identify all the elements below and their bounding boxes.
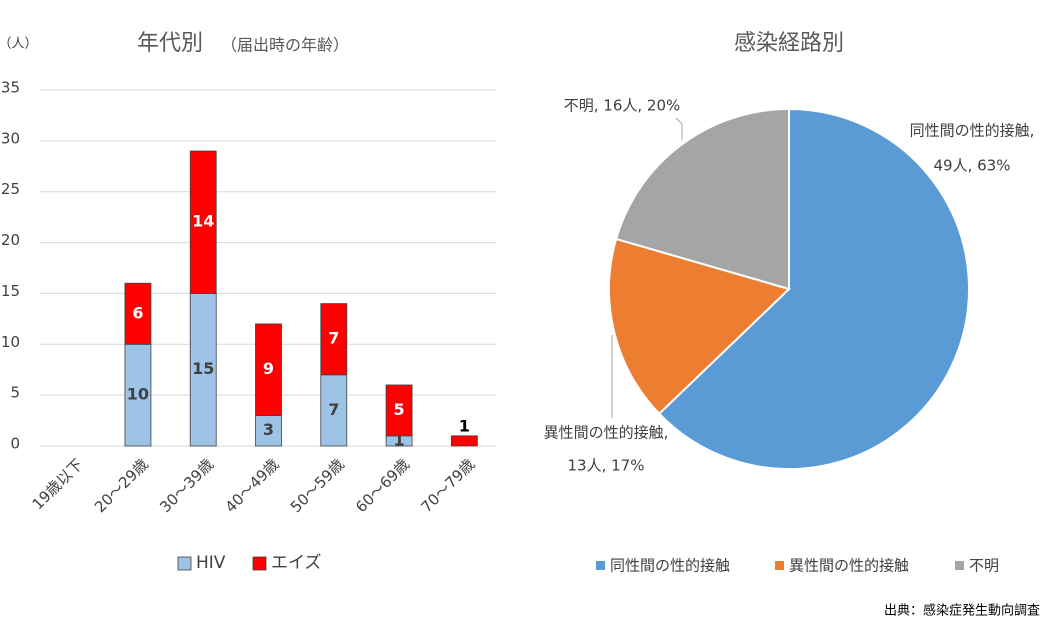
y-tick-label: 10 — [1, 333, 20, 351]
data-label: 不明, 16人, 20% — [564, 97, 681, 115]
data-label: 1 — [459, 416, 470, 435]
x-tick-label: 60～69歳 — [352, 455, 413, 516]
legend-swatch — [775, 561, 784, 570]
legend-label: 不明 — [969, 557, 999, 575]
data-label: 9 — [263, 359, 274, 378]
y-tick-label: 25 — [1, 180, 20, 198]
pie-slice — [608, 237, 791, 416]
legend-label: エイズ — [271, 553, 322, 573]
y-tick-label: 20 — [1, 231, 20, 249]
legend-label: 同性間の性的接触 — [610, 557, 730, 575]
bar-segment — [124, 343, 152, 447]
leader-line — [675, 117, 683, 140]
bar-segment — [385, 384, 413, 437]
chart-title: 感染経路別 — [734, 31, 844, 56]
data-label: 49人, 63% — [934, 157, 1011, 175]
data-label: 3 — [263, 420, 274, 439]
bar-segment — [450, 435, 478, 447]
source-note: 出典：感染症発生動向調査 — [884, 603, 1040, 619]
pie-slice — [657, 107, 970, 470]
chart-title: 年代別 — [137, 31, 203, 56]
data-label: 同性間の性的接触, — [910, 122, 1035, 140]
legend-swatch — [177, 556, 192, 571]
data-label: 異性間の性的接触, — [544, 424, 669, 442]
bar-segment — [124, 282, 152, 345]
legend-label: 異性間の性的接触 — [789, 557, 909, 575]
y-tick-label: 30 — [1, 129, 20, 147]
bar-segment — [255, 323, 282, 416]
x-tick-label: 40～49歳 — [222, 455, 283, 516]
pie-slice — [614, 107, 790, 291]
y-tick-label: 0 — [10, 435, 20, 453]
data-label: 13人, 17% — [568, 457, 645, 475]
data-label: 7 — [328, 329, 339, 348]
y-unit: （人） — [0, 37, 38, 52]
data-label: 1 — [394, 430, 405, 449]
data-label: 5 — [394, 400, 405, 419]
legend-swatch — [252, 556, 267, 571]
legend-label: HIV — [196, 553, 226, 573]
data-label: 14 — [192, 212, 214, 231]
y-tick-label: 15 — [1, 282, 20, 300]
data-label: 15 — [192, 359, 214, 378]
x-tick-label: 19歳以下 — [29, 455, 87, 513]
legend-swatch — [955, 561, 964, 570]
y-tick-label: 5 — [10, 384, 20, 402]
data-label: 10 — [127, 385, 149, 404]
legend-swatch — [596, 561, 605, 570]
x-tick-label: 30～39歳 — [156, 455, 217, 516]
chart-subtitle: （届出時の年齢） — [221, 36, 349, 55]
bar-segment — [189, 150, 217, 294]
x-tick-label: 70～79歳 — [417, 455, 478, 516]
data-label: 7 — [328, 400, 339, 419]
bar-segment — [320, 303, 348, 376]
y-tick-label: 35 — [1, 79, 20, 97]
x-tick-label: 50～59歳 — [287, 455, 348, 516]
data-label: 6 — [132, 303, 143, 322]
x-tick-label: 20～29歳 — [91, 455, 152, 516]
